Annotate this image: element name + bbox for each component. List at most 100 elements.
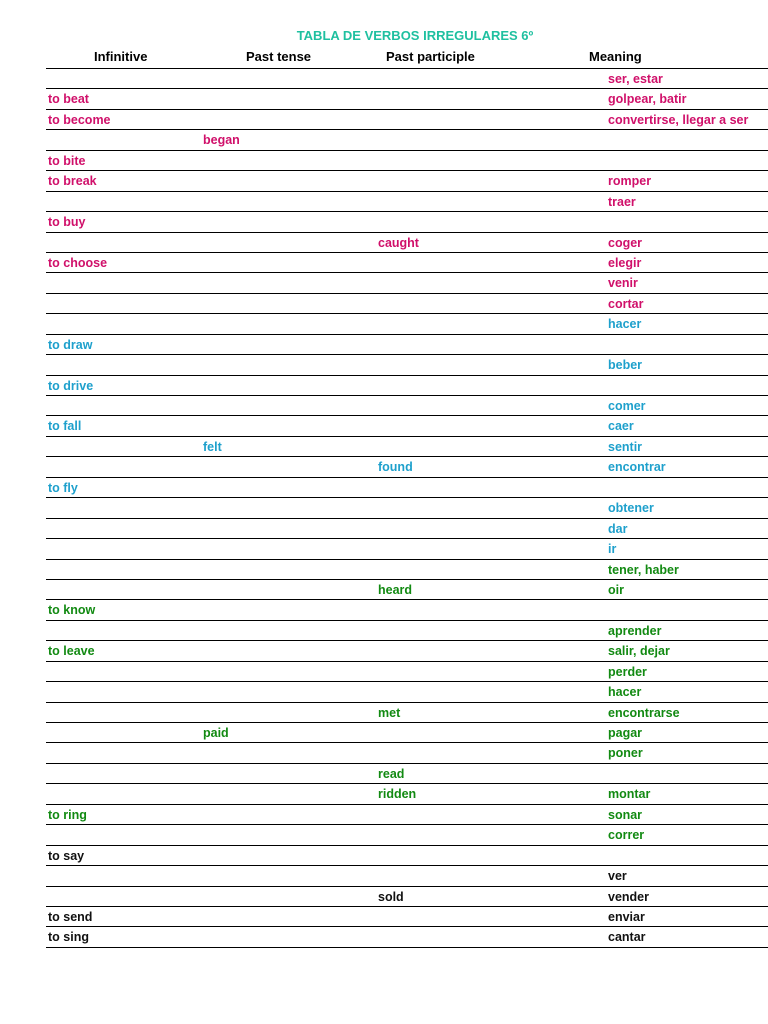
meaning-cell: oir xyxy=(608,582,624,597)
infinitive-cell: to sing xyxy=(48,930,89,945)
infinitive-cell: to bite xyxy=(48,153,86,168)
table-row: to send enviar xyxy=(46,907,768,928)
meaning-cell: caer xyxy=(608,419,634,434)
table-row: to drive xyxy=(46,376,768,396)
past-participle-cell: sold xyxy=(378,889,404,904)
table-row: to fall caer xyxy=(46,416,768,437)
past-tense-cell: paid xyxy=(203,726,229,740)
past-participle-cell: ridden xyxy=(378,787,417,802)
meaning-cell: romper xyxy=(608,174,652,189)
table-row: dar xyxy=(46,519,768,540)
infinitive-cell: to drive xyxy=(48,378,94,393)
header-meaning: Meaning xyxy=(589,49,642,64)
table-row: found encontrar xyxy=(46,457,768,478)
meaning-cell: venir xyxy=(608,276,638,291)
table-row: traer xyxy=(46,192,768,213)
past-participle-cell: read xyxy=(378,766,405,781)
meaning-cell: poner xyxy=(608,746,643,761)
table-row: ir xyxy=(46,539,768,560)
meaning-cell: golpear, batir xyxy=(608,92,687,107)
infinitive-cell: to break xyxy=(48,174,97,189)
meaning-cell: ser, estar xyxy=(608,72,663,86)
meaning-cell: perder xyxy=(608,664,647,679)
header-past-participle: Past participle xyxy=(386,49,475,64)
meaning-cell: cantar xyxy=(608,930,646,945)
table-row: paid pagar xyxy=(46,723,768,744)
infinitive-cell: to draw xyxy=(48,337,93,352)
table-row: venir xyxy=(46,273,768,294)
table-row: tener, haber xyxy=(46,560,768,580)
meaning-cell: sentir xyxy=(608,439,643,454)
table-row: began xyxy=(46,130,768,151)
table-row: to bite xyxy=(46,151,768,172)
table-row: hacer xyxy=(46,682,768,703)
table-row: caught coger xyxy=(46,233,768,253)
header-infinitive: Infinitive xyxy=(94,49,148,64)
table-row: to sing cantar xyxy=(46,927,768,948)
infinitive-cell: to fly xyxy=(48,480,78,495)
meaning-cell: ir xyxy=(608,542,617,557)
table-row: felt sentir xyxy=(46,437,768,458)
past-tense-cell: began xyxy=(203,133,240,148)
table-row: beber xyxy=(46,355,768,376)
table-row: to choose elegir xyxy=(46,253,768,274)
table-row: to beat golpear, batir xyxy=(46,89,768,110)
infinitive-cell: to say xyxy=(48,848,85,863)
header-past-tense: Past tense xyxy=(246,49,312,64)
past-participle-cell: met xyxy=(378,705,401,720)
table-row: to fly xyxy=(46,478,768,499)
meaning-cell: correr xyxy=(608,828,645,843)
meaning-cell: encontrar xyxy=(608,460,666,475)
table-row: met encontrarse xyxy=(46,703,768,723)
table-row: sold vender xyxy=(46,887,768,907)
table-row: poner xyxy=(46,743,768,764)
table-row: read xyxy=(46,764,768,785)
meaning-cell: comer xyxy=(608,399,646,413)
table-row: hacer xyxy=(46,314,768,335)
past-participle-cell: found xyxy=(378,460,413,475)
infinitive-cell: to know xyxy=(48,603,96,618)
meaning-cell: pagar xyxy=(608,726,643,740)
meaning-cell: enviar xyxy=(608,909,645,924)
table-row: to draw xyxy=(46,335,768,356)
table-row: to leave salir, dejar xyxy=(46,641,768,662)
infinitive-cell: to send xyxy=(48,909,93,924)
infinitive-cell: to choose xyxy=(48,255,108,270)
table-row: correr xyxy=(46,825,768,846)
meaning-cell: traer xyxy=(608,194,636,209)
meaning-cell: convertirse, llegar a ser xyxy=(608,112,749,127)
meaning-cell: elegir xyxy=(608,255,642,270)
table-row: to break romper xyxy=(46,171,768,192)
table-row: obtener xyxy=(46,498,768,519)
table-row: to know xyxy=(46,600,768,621)
past-tense-cell: felt xyxy=(203,439,222,454)
infinitive-cell: to leave xyxy=(48,644,95,659)
verb-table-body: ser, estar to beat golpear, batir to become… xyxy=(46,69,768,948)
table-row: to ring sonar xyxy=(46,805,768,826)
meaning-cell: hacer xyxy=(608,317,642,332)
table-row: to buy xyxy=(46,212,768,233)
meaning-cell: dar xyxy=(608,521,628,536)
meaning-cell: hacer xyxy=(608,685,642,700)
table-row: to say xyxy=(46,846,768,867)
meaning-cell: sonar xyxy=(608,807,643,822)
table-row: perder xyxy=(46,662,768,683)
table-row: to become convertirse, llegar a ser xyxy=(46,110,768,131)
meaning-cell: encontrarse xyxy=(608,705,680,720)
past-participle-cell: heard xyxy=(378,582,413,597)
infinitive-cell: to ring xyxy=(48,807,87,822)
meaning-cell: coger xyxy=(608,235,643,250)
meaning-cell: vender xyxy=(608,889,649,904)
meaning-cell: tener, haber xyxy=(608,562,679,577)
infinitive-cell: to buy xyxy=(48,215,86,230)
infinitive-cell: to become xyxy=(48,112,111,127)
table-row: ridden montar xyxy=(46,784,768,805)
page-title: TABLA DE VERBOS IRREGULARES 6º xyxy=(296,28,534,43)
meaning-cell: beber xyxy=(608,358,643,373)
table-row: heard oir xyxy=(46,580,768,601)
table-row: cortar xyxy=(46,294,768,315)
infinitive-cell: to beat xyxy=(48,92,89,107)
meaning-cell: montar xyxy=(608,787,651,802)
table-row: aprender xyxy=(46,621,768,642)
past-participle-cell: caught xyxy=(378,235,419,250)
